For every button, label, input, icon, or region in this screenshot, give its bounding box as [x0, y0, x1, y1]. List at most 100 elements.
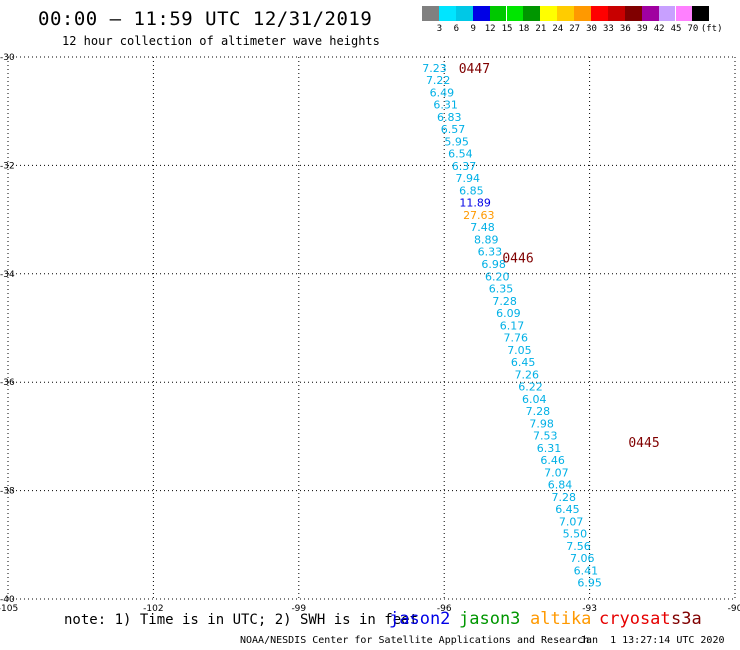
wave-height-label: 6.35 — [489, 283, 514, 296]
note-text: note: 1) Time is in UTC; 2) SWH is in fe… — [64, 612, 419, 628]
wave-height-values: 7.237.226.496.316.836.575.956.546.377.94… — [422, 62, 602, 590]
legend-swatch — [591, 6, 608, 21]
wave-height-label: 6.17 — [500, 319, 525, 332]
wave-height-label: 7.56 — [566, 540, 591, 553]
wave-height-label: 7.28 — [552, 491, 577, 504]
legend-label: 24 — [552, 24, 564, 34]
wave-height-label: 7.06 — [570, 552, 595, 565]
wave-height-label: 6.37 — [452, 160, 477, 173]
wave-height-label: 6.49 — [430, 86, 455, 99]
wave-height-label: 6.84 — [548, 479, 573, 492]
wave-height-label: 7.23 — [422, 62, 447, 75]
x-tick-label: -96 — [437, 604, 452, 614]
legend-swatch — [489, 6, 507, 21]
wave-height-label: 6.20 — [485, 270, 510, 283]
legend-swatch — [607, 6, 625, 21]
legend-swatch — [574, 6, 591, 21]
wave-height-label: 7.07 — [559, 515, 584, 528]
wave-height-label: 5.95 — [444, 135, 469, 148]
x-tick-label: -90 — [728, 604, 740, 614]
footer-credit: NOAA/NESDIS Center for Satellite Applica… — [240, 635, 590, 646]
wave-height-label: 6.83 — [437, 111, 462, 124]
legend-label: 30 — [586, 24, 597, 34]
wave-height-label: 7.28 — [492, 295, 517, 308]
legend-label: 12 — [484, 24, 496, 34]
y-tick-label: -36 — [0, 378, 15, 388]
legend-label: 18 — [518, 24, 530, 34]
wave-height-label: 6.41 — [574, 564, 599, 577]
legend-label: 70 — [687, 24, 699, 34]
legend-label: 6 — [453, 24, 460, 34]
legend-swatch — [624, 6, 642, 21]
legend-swatch — [506, 6, 524, 21]
wave-height-label: 7.07 — [544, 466, 569, 479]
wave-height-label: 7.53 — [533, 430, 558, 443]
wave-height-label: 7.94 — [455, 172, 480, 185]
grid-lines — [7, 56, 736, 600]
y-tick-label: -30 — [0, 53, 15, 63]
wave-height-label: 6.57 — [441, 123, 466, 136]
x-tick-label: -93 — [582, 604, 597, 614]
wave-height-label: 6.95 — [577, 577, 602, 590]
wave-height-label: 7.22 — [426, 74, 451, 87]
y-tick-label: -40 — [0, 595, 15, 605]
wave-height-label: 6.33 — [478, 246, 503, 259]
legend-label: 21 — [535, 24, 547, 34]
wave-height-label: 7.48 — [470, 221, 495, 234]
satellite-jason2: jason2 — [389, 609, 451, 629]
legend-swatch — [658, 6, 676, 21]
wave-height-label: 6.22 — [518, 381, 543, 394]
time-label: 0446 — [502, 252, 533, 267]
y-tick-label: -38 — [0, 487, 15, 497]
legend-label: 15 — [501, 24, 513, 34]
y-tick-label: -32 — [0, 161, 15, 171]
satellite-s3a: s3a — [671, 609, 702, 629]
legend-label: 33 — [603, 24, 614, 34]
wave-height-label: 6.04 — [522, 393, 547, 406]
footer-timestamp: Jan 1 13:27:14 UTC 2020 — [580, 635, 725, 646]
legend-label: 45 — [670, 24, 682, 34]
wave-height-label: 11.89 — [459, 197, 491, 210]
wave-height-label: 6.31 — [537, 442, 562, 455]
legend-swatch — [472, 6, 490, 21]
legend-swatch — [438, 6, 456, 21]
legend-swatch — [455, 6, 473, 21]
satellite-jason3: jason3 — [459, 609, 521, 629]
wave-height-label: 6.09 — [496, 307, 521, 320]
wave-height-label: 27.63 — [463, 209, 495, 222]
legend-swatch — [557, 6, 575, 21]
wave-height-label: 7.05 — [507, 344, 532, 357]
legend-swatch — [692, 6, 710, 21]
wave-height-label: 7.76 — [503, 332, 528, 345]
wave-height-label: 7.98 — [529, 417, 554, 430]
wave-height-label: 7.28 — [526, 405, 551, 418]
page-subtitle: 12 hour collection of altimeter wave hei… — [62, 34, 380, 48]
wave-height-label: 6.54 — [448, 148, 473, 161]
legend-swatch — [540, 6, 558, 21]
wave-height-label: 7.26 — [515, 368, 540, 381]
legend-label: (ft) — [700, 24, 723, 34]
legend-swatch — [422, 6, 439, 21]
legend-label: 9 — [470, 24, 476, 34]
time-label: 0447 — [459, 62, 490, 77]
time-label: 0445 — [628, 436, 659, 451]
x-tick-label: -105 — [0, 604, 18, 614]
legend-swatch — [641, 6, 659, 21]
legend-swatch — [675, 6, 693, 21]
wave-height-label: 6.45 — [511, 356, 536, 369]
time-labels: 0447 0446 0445 — [459, 62, 660, 451]
page-title: 00:00 – 11:59 UTC 12/31/2019 — [38, 8, 373, 30]
satellite-altika: altika — [530, 609, 592, 629]
wave-height-label: 8.89 — [474, 233, 499, 246]
axis-labels: -105 -102 -99 -96 -93 -90 -30 -32 -34 -36 -38 -40 — [0, 53, 740, 614]
wave-height-label: 5.50 — [563, 528, 588, 541]
wave-height-label: 6.98 — [481, 258, 506, 271]
x-tick-label: -99 — [291, 604, 306, 614]
legend-label: 3 — [436, 24, 443, 34]
legend-label: 42 — [653, 24, 665, 34]
y-tick-label: -34 — [0, 270, 15, 280]
legend-swatch — [523, 6, 541, 21]
wave-height-label: 6.45 — [555, 503, 580, 516]
wave-height-label: 6.31 — [433, 99, 458, 112]
